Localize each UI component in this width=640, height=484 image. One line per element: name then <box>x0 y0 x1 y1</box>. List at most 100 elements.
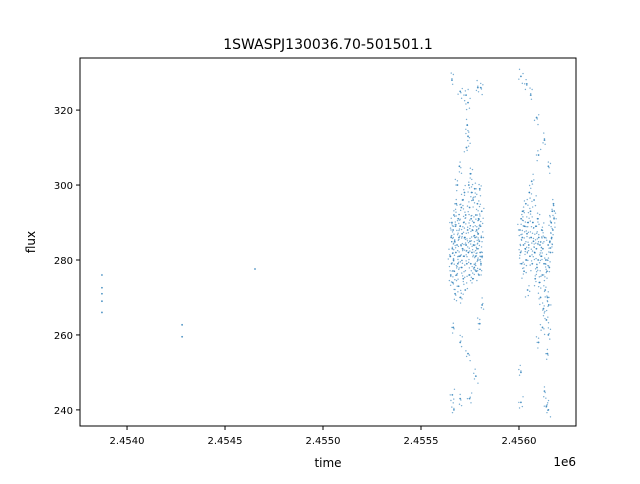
data-point-marker <box>469 227 471 230</box>
data-point-marker <box>519 263 522 265</box>
data-point-marker <box>453 233 455 235</box>
data-point-marker <box>520 234 522 236</box>
data-point-marker <box>523 263 526 265</box>
data-point-marker <box>466 149 468 152</box>
data-point-marker <box>537 123 539 126</box>
data-point <box>542 307 545 310</box>
data-point-marker <box>453 254 456 256</box>
y-tick-label: 240 <box>54 406 73 417</box>
data-point-marker <box>460 345 463 348</box>
data-point-marker <box>530 270 532 272</box>
data-point <box>551 210 554 213</box>
data-point-marker <box>470 392 473 394</box>
data-point-marker <box>540 287 542 289</box>
data-point-marker <box>465 282 468 284</box>
data-point-marker <box>465 350 467 352</box>
data-point-marker <box>552 234 554 236</box>
data-point-marker <box>546 300 549 302</box>
data-point-marker <box>462 255 465 257</box>
data-point-marker <box>455 279 458 282</box>
data-point-marker <box>462 208 465 210</box>
data-point-marker <box>478 244 481 247</box>
data-point-marker <box>460 92 462 94</box>
data-point-marker <box>468 181 470 183</box>
data-point-marker <box>536 159 538 162</box>
data-point-marker <box>521 405 524 408</box>
data-point-marker <box>537 285 540 288</box>
data-point-marker <box>533 285 536 287</box>
data-point-marker <box>473 378 476 380</box>
data-point <box>550 236 553 239</box>
data-point-marker <box>453 388 456 390</box>
data-point-marker <box>481 93 483 96</box>
data-point-marker <box>474 196 477 198</box>
data-point-marker <box>465 355 468 358</box>
data-point-marker <box>461 235 463 238</box>
data-point <box>457 285 460 288</box>
data-point-marker <box>472 278 475 280</box>
data-point-marker <box>453 407 455 410</box>
data-point-marker <box>530 98 533 100</box>
data-point-marker <box>456 180 459 182</box>
data-point-marker <box>519 254 521 256</box>
data-point-marker <box>470 236 473 238</box>
data-point-marker <box>542 242 544 244</box>
data-point-marker <box>464 238 467 241</box>
data-point-marker <box>463 221 465 223</box>
data-point-marker <box>527 241 529 243</box>
data-point <box>531 262 534 265</box>
data-point-marker <box>456 234 459 236</box>
data-point <box>453 214 455 216</box>
data-point-marker <box>458 222 460 225</box>
data-point <box>553 217 555 220</box>
data-point-marker <box>541 255 543 257</box>
data-point-marker <box>469 225 471 227</box>
data-point-marker <box>475 264 477 267</box>
data-point-marker <box>455 184 457 186</box>
data-point-marker <box>543 305 545 307</box>
data-point-marker <box>533 243 535 245</box>
data-point-marker <box>454 208 457 211</box>
data-point-marker <box>460 203 462 205</box>
data-point-marker <box>457 261 460 264</box>
data-point-marker <box>535 257 537 260</box>
data-point-marker <box>537 292 540 294</box>
data-point-marker <box>533 119 536 122</box>
y-tick-label: 260 <box>54 331 73 342</box>
data-point-marker <box>471 191 473 194</box>
data-point-marker <box>468 107 471 109</box>
data-point-marker <box>478 205 481 208</box>
x-axis-offset-label: 1e6 <box>553 455 576 469</box>
data-point-marker <box>536 238 539 240</box>
data-point-marker <box>518 248 520 251</box>
data-point-marker <box>544 276 546 278</box>
data-point-marker <box>533 179 535 181</box>
data-point-marker <box>459 334 461 337</box>
data-point-marker <box>456 265 458 268</box>
data-point-marker <box>464 264 466 266</box>
data-point-marker <box>532 173 534 175</box>
data-point-marker <box>475 188 477 190</box>
data-point-marker <box>469 177 471 179</box>
data-point-marker <box>466 275 468 278</box>
data-point-marker <box>527 294 529 297</box>
data-point-marker <box>451 406 453 408</box>
data-point-marker <box>449 221 451 224</box>
data-point-marker <box>457 245 460 248</box>
data-point-marker <box>523 211 525 214</box>
data-point-marker <box>451 326 453 329</box>
data-point-marker <box>470 402 472 404</box>
data-point <box>541 274 544 276</box>
data-point-marker <box>483 207 485 210</box>
data-point-marker <box>456 204 458 206</box>
data-point-marker <box>448 279 451 282</box>
data-point <box>480 236 483 239</box>
data-point-marker <box>452 257 455 260</box>
data-point-marker <box>551 227 553 230</box>
data-point <box>450 236 453 239</box>
data-point-marker <box>541 302 544 304</box>
data-point-marker <box>527 249 530 252</box>
data-point-marker <box>479 318 481 321</box>
data-point-marker <box>476 279 478 282</box>
data-points <box>101 68 557 418</box>
